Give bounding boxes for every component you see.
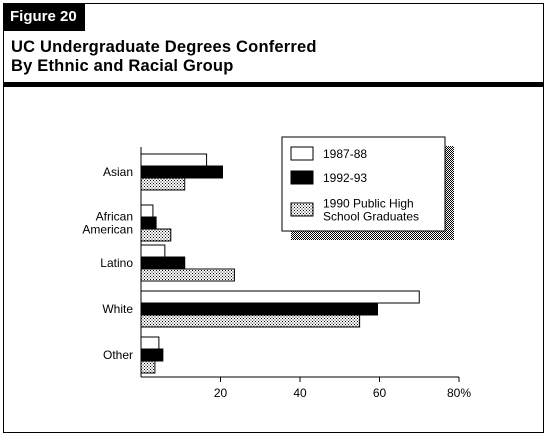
bar-african-american-series-1 bbox=[140, 204, 154, 218]
bar-white-series-1 bbox=[140, 290, 420, 304]
category-label: African bbox=[96, 210, 133, 224]
bar-latino-series-3 bbox=[140, 268, 235, 282]
legend-swatch-series-2 bbox=[290, 170, 314, 185]
x-tick-label: 20 bbox=[214, 386, 228, 400]
chart-title-line-2: By Ethnic and Racial Group bbox=[11, 57, 234, 75]
x-tick-label: 80% bbox=[447, 386, 471, 400]
bar-african-american-series-3 bbox=[140, 228, 172, 242]
legend-label: 1990 Public High bbox=[323, 197, 414, 211]
bar-latino-series-1 bbox=[140, 244, 166, 258]
bar-other-series-2 bbox=[140, 348, 164, 362]
bar-asian-series-2 bbox=[140, 165, 223, 179]
legend-label: 1992-93 bbox=[323, 171, 367, 185]
legend-swatch-series-1 bbox=[290, 146, 314, 161]
axes: 20 40 60 80% bbox=[140, 147, 471, 400]
bar-african-american-series-2 bbox=[140, 216, 157, 230]
chart-title: UC Undergraduate Degrees Conferred By Et… bbox=[11, 38, 317, 76]
x-tick-label: 60 bbox=[373, 386, 387, 400]
category-label: Latino bbox=[100, 256, 133, 270]
bar-asian-series-1 bbox=[140, 153, 208, 167]
legend-label: School Graduates bbox=[323, 210, 419, 224]
bar-asian-series-3 bbox=[140, 177, 186, 191]
legend-label: 1987-88 bbox=[323, 147, 367, 161]
category-label: Asian bbox=[103, 165, 133, 179]
category-label: White bbox=[102, 302, 133, 316]
title-rule bbox=[3, 82, 544, 87]
bar-latino-series-2 bbox=[140, 256, 186, 270]
chart-title-line-1: UC Undergraduate Degrees Conferred bbox=[11, 38, 317, 56]
figure-label: Figure 20 bbox=[3, 3, 85, 31]
bar-other-series-1 bbox=[140, 336, 160, 350]
bar-white-series-3 bbox=[140, 314, 361, 328]
bar-other-series-3 bbox=[140, 360, 156, 374]
x-tick-label: 40 bbox=[293, 386, 307, 400]
category-label: American bbox=[82, 223, 133, 237]
bar-white-series-2 bbox=[140, 302, 379, 316]
category-label: Other bbox=[103, 348, 133, 362]
legend-swatch-series-3 bbox=[290, 202, 314, 217]
